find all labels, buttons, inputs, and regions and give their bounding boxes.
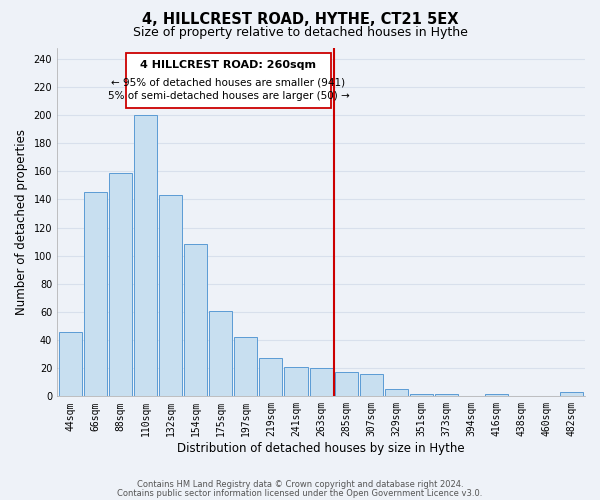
Bar [235, 338, 257, 396]
Bar [410, 394, 433, 396]
Bar [85, 192, 107, 396]
Bar [59, 332, 82, 396]
Bar [109, 172, 133, 396]
Bar [134, 115, 157, 396]
Text: 5% of semi-detached houses are larger (50) →: 5% of semi-detached houses are larger (5… [107, 91, 349, 101]
Y-axis label: Number of detached properties: Number of detached properties [15, 129, 28, 315]
Text: Contains HM Land Registry data © Crown copyright and database right 2024.: Contains HM Land Registry data © Crown c… [137, 480, 463, 489]
Text: 4 HILLCREST ROAD: 260sqm: 4 HILLCREST ROAD: 260sqm [140, 60, 316, 70]
Text: Contains public sector information licensed under the Open Government Licence v3: Contains public sector information licen… [118, 488, 482, 498]
Bar [160, 195, 182, 396]
Bar [485, 394, 508, 396]
Bar [385, 390, 407, 396]
Bar [184, 244, 208, 396]
Text: Size of property relative to detached houses in Hythe: Size of property relative to detached ho… [133, 26, 467, 39]
Bar [310, 368, 332, 396]
Bar [434, 394, 458, 396]
Bar [335, 372, 358, 396]
Bar [359, 374, 383, 396]
Bar [209, 310, 232, 396]
Bar [284, 367, 308, 396]
Bar [259, 358, 283, 397]
Text: ← 95% of detached houses are smaller (941): ← 95% of detached houses are smaller (94… [112, 77, 346, 87]
FancyBboxPatch shape [126, 53, 331, 108]
Bar [560, 392, 583, 396]
X-axis label: Distribution of detached houses by size in Hythe: Distribution of detached houses by size … [177, 442, 465, 455]
Text: 4, HILLCREST ROAD, HYTHE, CT21 5EX: 4, HILLCREST ROAD, HYTHE, CT21 5EX [142, 12, 458, 28]
